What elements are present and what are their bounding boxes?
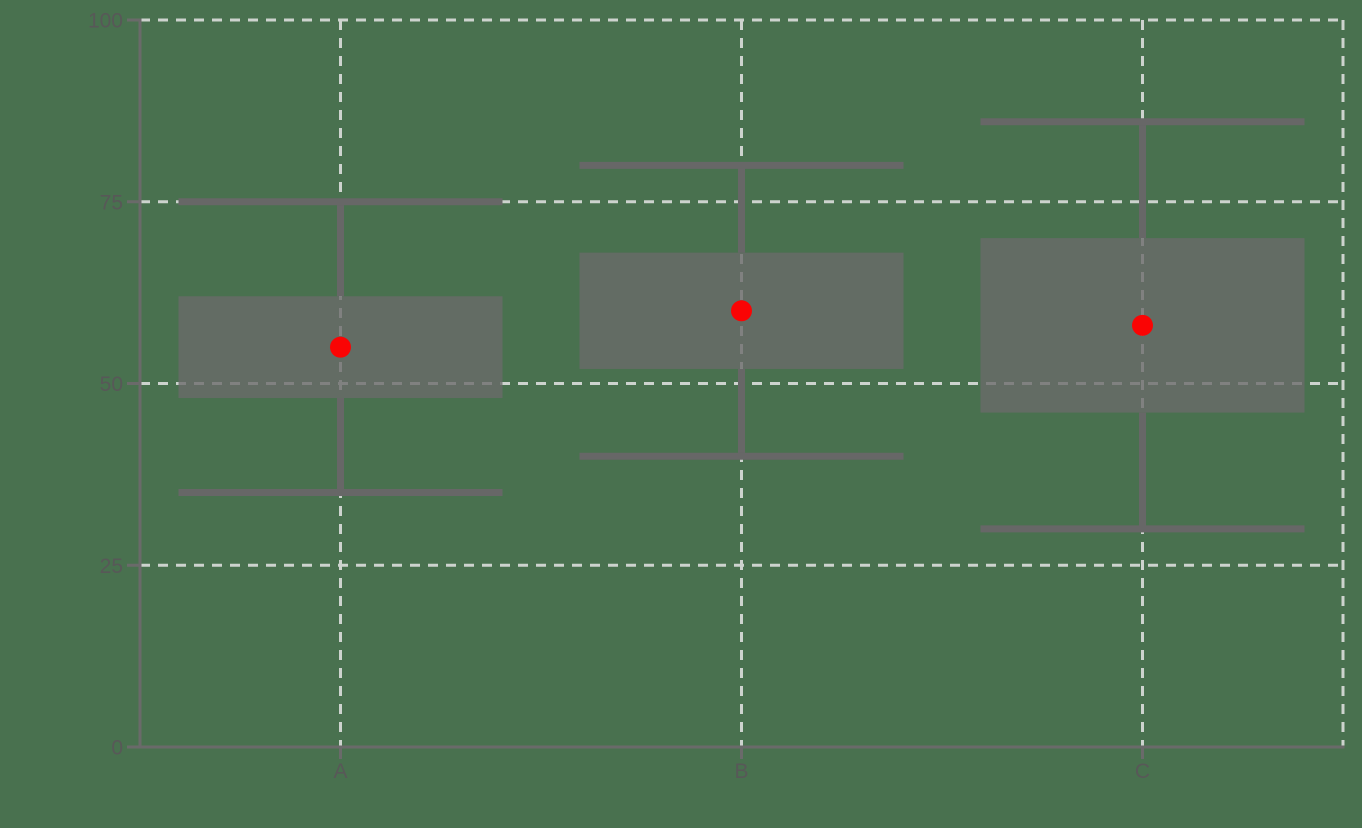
y-tick-label-50: 50 xyxy=(100,373,123,396)
category-label-c: C xyxy=(1135,760,1150,783)
category-label-a: A xyxy=(333,760,347,783)
y-tick-label-25: 25 xyxy=(100,555,123,578)
y-tick-label-100: 100 xyxy=(88,10,123,33)
y-tick-label-0: 0 xyxy=(111,737,123,760)
mean-dot-b xyxy=(731,300,752,322)
mean-dot-a xyxy=(330,336,351,358)
y-tick-label-75: 75 xyxy=(100,191,123,214)
mean-dot-c xyxy=(1132,314,1153,336)
category-label-b: B xyxy=(734,760,748,783)
